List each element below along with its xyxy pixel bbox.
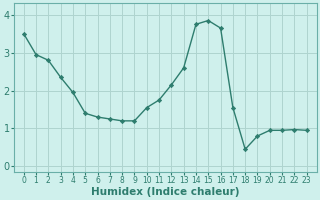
- X-axis label: Humidex (Indice chaleur): Humidex (Indice chaleur): [91, 187, 239, 197]
